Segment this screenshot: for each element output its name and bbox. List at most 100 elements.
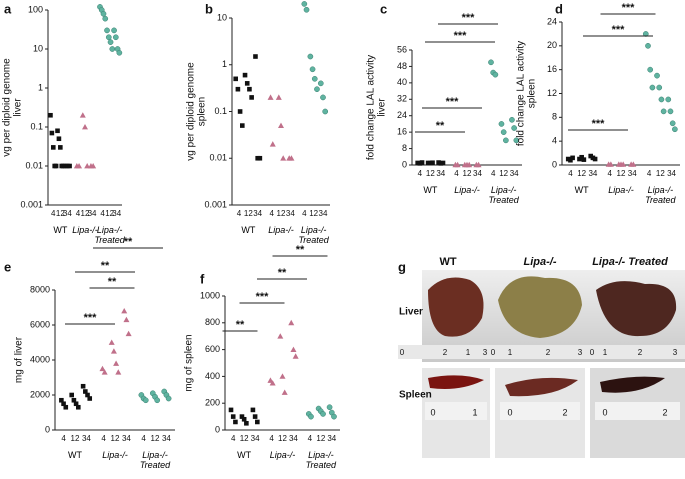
significance-label: *** — [84, 312, 98, 324]
data-point — [667, 108, 674, 115]
data-point — [275, 94, 282, 100]
data-point — [121, 308, 128, 314]
y-axis-label: spleen — [527, 79, 538, 108]
data-point — [303, 6, 310, 13]
x-tick-label: 12 — [316, 434, 325, 443]
data-point — [101, 369, 108, 375]
y-tick-label: 4 — [552, 136, 557, 146]
data-point — [107, 39, 114, 45]
data-point — [110, 348, 117, 354]
significance-label: ** — [296, 244, 305, 256]
data-point — [645, 42, 651, 49]
column-heading: WT — [439, 256, 456, 268]
y-tick-label: 0 — [215, 424, 220, 434]
significance-label: ** — [278, 267, 287, 279]
data-point — [165, 395, 172, 402]
data-point — [642, 31, 649, 37]
x-tick-label: 34 — [510, 169, 519, 178]
data-point — [55, 128, 60, 134]
data-point — [279, 373, 286, 379]
data-point — [581, 157, 587, 162]
significance-label: *** — [256, 291, 270, 303]
data-point — [280, 155, 287, 161]
panel-label: d — [555, 1, 563, 16]
data-point — [509, 116, 515, 123]
significance-label: *** — [612, 24, 626, 36]
ruler-label: 1 — [472, 407, 477, 417]
x-tick-label: 4 — [141, 434, 146, 443]
data-point — [503, 137, 509, 144]
significance-label: *** — [462, 12, 476, 24]
data-point — [253, 54, 258, 59]
spleen — [600, 376, 665, 393]
data-point — [102, 15, 109, 22]
data-point — [309, 66, 316, 73]
data-point — [125, 330, 132, 337]
data-point — [241, 416, 247, 422]
data-point — [255, 419, 260, 425]
ruler-label: 2 — [443, 348, 448, 357]
group-label: Lipa-/- — [269, 450, 296, 460]
data-point — [660, 108, 667, 115]
data-point — [317, 80, 324, 87]
y-tick-label: 0.001 — [20, 199, 43, 209]
x-tick-label: 4 — [231, 434, 236, 443]
data-point — [269, 141, 276, 147]
data-point — [579, 154, 584, 160]
ruler — [398, 345, 685, 359]
significance-label: ** — [101, 260, 110, 272]
data-point — [308, 413, 314, 420]
data-point — [115, 369, 122, 375]
y-tick-label: 16 — [397, 127, 407, 137]
ruler-label: 3 — [483, 348, 488, 357]
x-tick-label: 34 — [319, 209, 328, 218]
data-point — [109, 46, 116, 52]
y-tick-label: 12 — [547, 88, 557, 98]
x-tick-label: 4 — [568, 169, 573, 178]
column-heading: Lipa-/- Treated — [592, 256, 668, 268]
significance-label: ** — [236, 319, 245, 331]
y-tick-label: 200 — [205, 398, 220, 408]
data-point — [570, 155, 575, 161]
data-point — [419, 160, 425, 165]
group-label: WT — [68, 450, 82, 460]
y-tick-label: 24 — [547, 16, 557, 26]
y-axis-label: vg per diploid genome — [186, 62, 197, 161]
y-axis-label: mg of spleen — [184, 334, 195, 391]
significance-label: ** — [108, 276, 117, 288]
row-heading: Liver — [399, 307, 423, 318]
y-tick-label: 0.1 — [214, 106, 227, 116]
y-tick-label: 0.001 — [204, 199, 227, 209]
spleen — [428, 375, 484, 389]
x-tick-label: 12 — [499, 169, 508, 178]
ruler-label: 0 — [507, 407, 512, 417]
photos — [398, 270, 685, 458]
data-point — [630, 161, 637, 167]
data-point — [607, 161, 614, 167]
data-point — [331, 413, 337, 420]
data-point — [228, 407, 234, 413]
ruler-label: 1 — [603, 348, 608, 357]
y-tick-label: 4000 — [30, 354, 50, 364]
data-point — [466, 161, 473, 168]
y-tick-label: 40 — [397, 77, 407, 87]
liver — [428, 277, 484, 337]
data-point — [90, 163, 97, 169]
data-point — [278, 122, 284, 128]
x-tick-label: 4 — [237, 209, 242, 218]
y-tick-label: 0.01 — [25, 160, 43, 170]
x-tick-label: 4 — [76, 209, 81, 218]
data-point — [250, 407, 256, 413]
data-point — [290, 346, 297, 352]
x-tick-label: 34 — [473, 169, 482, 178]
x-tick-label: 4 — [418, 169, 423, 178]
data-point — [230, 414, 236, 419]
row-heading: Spleen — [399, 390, 432, 401]
y-tick-label: 800 — [205, 317, 220, 327]
group-label: Lipa-/- — [102, 450, 128, 460]
data-point — [281, 389, 288, 395]
y-tick-label: 2000 — [30, 389, 50, 399]
x-tick-label: 4 — [101, 434, 106, 443]
data-point — [67, 163, 72, 169]
